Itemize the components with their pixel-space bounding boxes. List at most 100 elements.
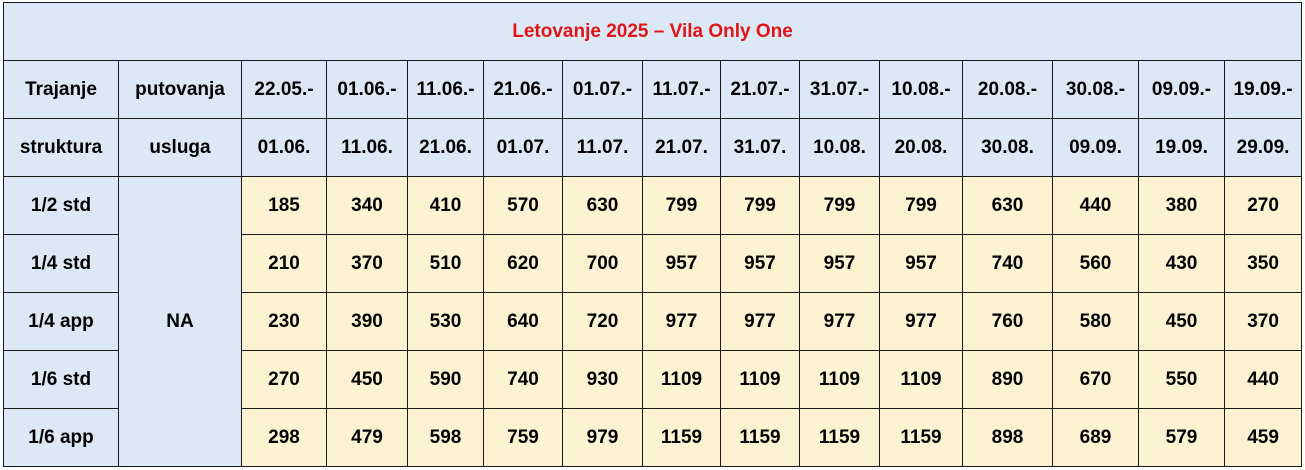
price-cell: 270: [241, 350, 327, 409]
price-cell: 760: [962, 292, 1053, 351]
price-cell: 799: [879, 176, 963, 235]
price-cell: 230: [241, 292, 327, 351]
price-cell: 799: [642, 176, 721, 235]
price-cell: 890: [962, 350, 1053, 409]
room-structure-cell: 1/6 app: [3, 408, 119, 467]
price-cell: 630: [962, 176, 1053, 235]
price-cell: 1159: [799, 408, 880, 467]
price-cell: 759: [483, 408, 563, 467]
period-end-header: 11.07.: [562, 118, 643, 177]
service-type-cell: NA: [118, 176, 242, 467]
price-cell: 977: [799, 292, 880, 351]
room-structure-cell: 1/4 app: [3, 292, 119, 351]
price-cell: 957: [642, 234, 721, 293]
period-start-header: 21.07.-: [720, 60, 800, 119]
price-cell: 570: [483, 176, 563, 235]
price-cell: 799: [720, 176, 800, 235]
price-cell: 957: [799, 234, 880, 293]
price-cell: 590: [407, 350, 484, 409]
price-cell: 740: [962, 234, 1053, 293]
period-start-header: 20.08.-: [962, 60, 1053, 119]
price-cell: 390: [326, 292, 408, 351]
period-end-header: 20.08.: [879, 118, 963, 177]
price-cell: 450: [326, 350, 408, 409]
price-cell: 479: [326, 408, 408, 467]
price-cell: 1109: [799, 350, 880, 409]
price-cell: 185: [241, 176, 327, 235]
price-cell: 459: [1223, 408, 1303, 467]
room-structure-cell: 1/2 std: [3, 176, 119, 235]
period-start-header: 30.08.-: [1052, 60, 1139, 119]
price-cell: 700: [562, 234, 643, 293]
table-title: Letovanje 2025 – Vila Only One: [2, 2, 1303, 61]
price-cell: 440: [1223, 350, 1303, 409]
table-row: 1/2 std NA 185 340 410 570 630 799 799 799 799 630 4…: [3, 176, 1303, 467]
price-cell: 298: [241, 408, 327, 467]
price-cell: 580: [1052, 292, 1139, 351]
price-cell: 720: [562, 292, 643, 351]
price-cell: 410: [407, 176, 484, 235]
table-row: 1/6 app 298 479 598 759 979 1159 1159 1159 1159 89…: [3, 408, 1303, 467]
table-row: 1/4 app 230 390 530 640 720 977 977 977 977 760 580…: [3, 292, 1303, 351]
price-cell: 1159: [720, 408, 800, 467]
price-cell: 898: [962, 408, 1053, 467]
price-cell: 1159: [642, 408, 721, 467]
price-cell: 1159: [879, 408, 963, 467]
table-row: 1/6 std 270 450 590 740 930 1109 1109 1109 1109 89…: [3, 350, 1303, 409]
room-structure-cell: 1/4 std: [3, 234, 119, 293]
header-service: usluga: [118, 118, 242, 177]
header-row-periods-end: struktura usluga 01.06. 11.06. 21.06. 01.07…: [3, 118, 1303, 177]
price-cell: 510: [407, 234, 484, 293]
price-cell: 670: [1052, 350, 1139, 409]
period-end-header: 21.06.: [407, 118, 484, 177]
period-start-header: 31.07.-: [799, 60, 880, 119]
period-end-header: 31.07.: [720, 118, 800, 177]
price-cell: 689: [1052, 408, 1139, 467]
price-cell: 977: [642, 292, 721, 351]
price-cell: 799: [799, 176, 880, 235]
price-cell: 210: [241, 234, 327, 293]
price-cell: 450: [1138, 292, 1225, 351]
price-cell: 1109: [642, 350, 721, 409]
price-cell: 957: [720, 234, 800, 293]
table-row: 1/4 std 210 370 510 620 700 957 957 957 957 740 560…: [3, 234, 1303, 293]
room-structure-cell: 1/6 std: [3, 350, 119, 409]
price-cell: 350: [1223, 234, 1303, 293]
price-cell: 430: [1138, 234, 1225, 293]
header-structure: struktura: [3, 118, 119, 177]
price-cell: 630: [562, 176, 643, 235]
period-start-header: 10.08.-: [879, 60, 963, 119]
period-start-header: 01.07.-: [562, 60, 643, 119]
period-end-header: 01.06.: [241, 118, 327, 177]
period-end-header: 30.08.: [962, 118, 1053, 177]
period-start-header: 09.09.-: [1138, 60, 1225, 119]
price-cell: 530: [407, 292, 484, 351]
price-cell: 957: [879, 234, 963, 293]
price-cell: 370: [1223, 292, 1303, 351]
price-cell: 370: [326, 234, 408, 293]
price-cell: 620: [483, 234, 563, 293]
period-start-header: 21.06.-: [483, 60, 563, 119]
header-travel: putovanja: [118, 60, 242, 119]
price-cell: 640: [483, 292, 563, 351]
price-cell: 380: [1138, 176, 1225, 235]
price-cell: 740: [483, 350, 563, 409]
period-start-header: 01.06.-: [326, 60, 408, 119]
header-duration: Trajanje: [3, 60, 119, 119]
period-end-header: 11.06.: [326, 118, 408, 177]
period-end-header: 29.09.: [1223, 118, 1303, 177]
price-cell: 550: [1138, 350, 1225, 409]
price-cell: 979: [562, 408, 643, 467]
period-end-header: 01.07.: [483, 118, 563, 177]
period-end-header: 19.09.: [1138, 118, 1225, 177]
period-end-header: 21.07.: [642, 118, 721, 177]
price-cell: 340: [326, 176, 408, 235]
period-start-header: 11.07.-: [642, 60, 721, 119]
period-end-header: 10.08.: [799, 118, 880, 177]
header-row-periods-start: Trajanje putovanja 22.05.- 01.06.- 11.06.-…: [3, 60, 1303, 119]
period-start-header: 22.05.-: [241, 60, 327, 119]
price-cell: 1109: [879, 350, 963, 409]
price-cell: 560: [1052, 234, 1139, 293]
